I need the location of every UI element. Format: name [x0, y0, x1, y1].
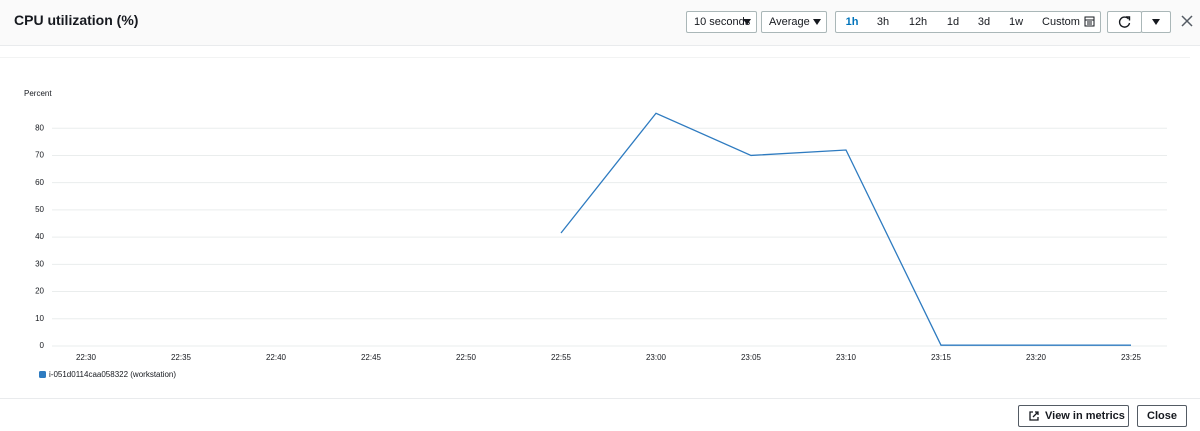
y-tick-label: 20 [35, 287, 44, 296]
statistic-select[interactable]: Average [761, 11, 827, 33]
x-tick-label: 22:35 [171, 353, 192, 362]
x-tick-label: 23:20 [1026, 353, 1047, 362]
close-icon[interactable] [1181, 15, 1193, 27]
close-button[interactable]: Close [1137, 405, 1187, 427]
range-option[interactable]: 3d [977, 16, 991, 28]
x-tick-label: 23:05 [741, 353, 762, 362]
range-option[interactable]: 1d [946, 16, 960, 28]
view-in-metrics-button[interactable]: View in metrics [1018, 405, 1129, 427]
data-line [560, 112, 1131, 346]
external-icon [1029, 411, 1039, 421]
x-tick-label: 23:00 [646, 353, 667, 362]
chart: Percent 0 10 20 30 40 50 60 70 80 22:30 22:35 22:40… [24, 89, 1167, 379]
y-tick-label: 40 [35, 232, 44, 241]
x-tick-label: 22:30 [76, 353, 97, 362]
x-tick-label: 23:25 [1121, 353, 1142, 362]
range-option[interactable]: 3h [876, 16, 890, 28]
y-tick-label: 10 [35, 314, 44, 323]
y-tick-label: 80 [35, 123, 44, 132]
y-tick-label: 30 [35, 259, 44, 268]
period-select[interactable]: 10 seconds [686, 11, 757, 33]
widget-title: CPU utilization (%) [14, 12, 139, 28]
divider [0, 57, 1190, 58]
statistic-text: Average [769, 16, 810, 28]
y-axis-label: Percent [24, 89, 52, 98]
period-text: 10 seconds [694, 16, 751, 28]
refresh-icon [1118, 16, 1131, 28]
y-tick-label: 60 [35, 178, 44, 187]
calendar-icon [1084, 16, 1095, 27]
y-tick-label: 0 [40, 341, 45, 350]
range-group: 1h 3h 12h 1d 3d 1w Custom [835, 11, 1101, 33]
x-tick-label: 22:40 [266, 353, 287, 362]
range-option[interactable]: 1w [1008, 16, 1024, 28]
y-tick-label: 50 [35, 205, 44, 214]
button-text: View in metrics [1045, 410, 1125, 422]
more-button[interactable] [1141, 11, 1171, 33]
legend-swatch [39, 371, 46, 378]
x-tick-label: 22:45 [361, 353, 382, 362]
footer-divider [0, 398, 1200, 399]
refresh-button[interactable] [1107, 11, 1142, 33]
y-tick-label: 70 [35, 151, 44, 160]
x-tick-label: 22:50 [456, 353, 477, 362]
x-tick-label: 22:55 [551, 353, 572, 362]
range-option[interactable]: Custom [1042, 16, 1080, 28]
x-tick-label: 23:15 [931, 353, 952, 362]
x-tick-label: 23:10 [836, 353, 857, 362]
legend-label: i-051d0114caa058322 (workstation) [49, 370, 176, 379]
range-option[interactable]: 1h [845, 16, 859, 28]
button-text: Close [1147, 410, 1177, 422]
range-option[interactable]: 12h [908, 16, 928, 28]
